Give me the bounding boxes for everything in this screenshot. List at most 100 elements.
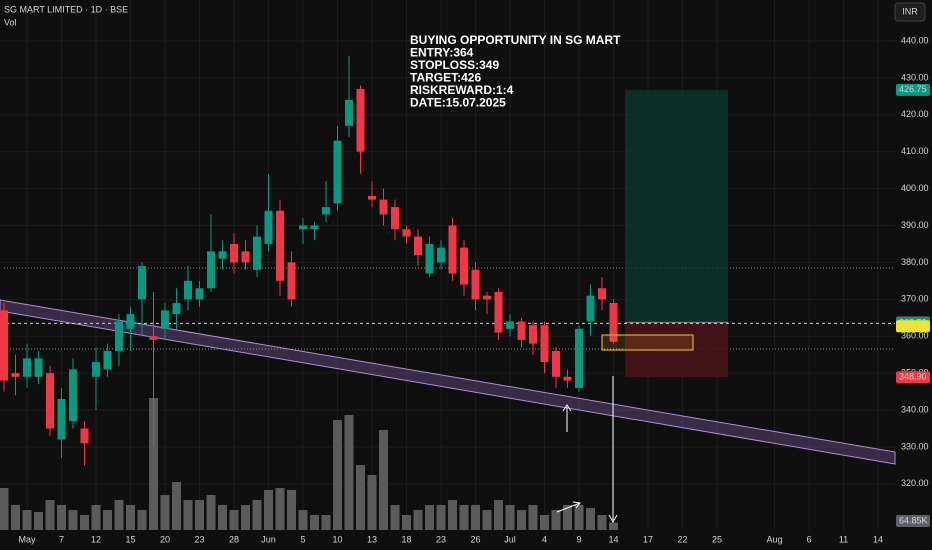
- arrow: [556, 502, 581, 513]
- x-tick-label: Aug: [766, 534, 782, 544]
- volume-bar: [609, 522, 618, 530]
- candle-body: [483, 295, 491, 300]
- y-tick-label: 380.00: [901, 257, 929, 267]
- candle-body: [149, 336, 158, 340]
- price-label: 362.70: [899, 321, 927, 331]
- candle-body: [241, 251, 250, 263]
- candle-body: [69, 369, 77, 422]
- volume-bar: [402, 515, 411, 530]
- x-tick-label: 15: [125, 534, 135, 544]
- candle-body: [276, 210, 284, 281]
- candle-body: [391, 207, 399, 230]
- volume-bar: [11, 504, 20, 530]
- x-tick-label: 6: [806, 534, 811, 544]
- candle-body: [138, 266, 146, 300]
- annotation-line: TARGET:426: [410, 71, 481, 85]
- annotation-line: DATE:15.07.2025: [410, 96, 506, 110]
- highlight-box: [601, 334, 694, 351]
- volume-bar: [540, 515, 549, 530]
- y-tick-label: 420.00: [901, 109, 929, 119]
- candle-body: [0, 310, 8, 381]
- volume-bar: [379, 429, 388, 530]
- x-tick-label: 18: [401, 534, 411, 544]
- candle-body: [563, 376, 572, 381]
- trend-channel: [0, 299, 896, 465]
- x-tick-label: 25: [712, 534, 722, 544]
- currency-label: INR: [902, 6, 918, 16]
- candle-body: [57, 398, 66, 440]
- volume-bar: [344, 414, 354, 530]
- volume-bar: [172, 482, 181, 530]
- arrow-head: [608, 514, 618, 524]
- candle-body: [356, 88, 365, 152]
- volume-legend: Vol: [4, 17, 17, 27]
- volume-bar: [586, 507, 595, 530]
- candle-body: [460, 247, 468, 285]
- candle-body: [184, 280, 192, 300]
- volume-label: 64.85K: [899, 515, 928, 525]
- volume-bar: [252, 500, 262, 530]
- volume-bar: [229, 510, 239, 530]
- candle-body: [103, 350, 112, 370]
- candle-body: [345, 100, 353, 126]
- price-label: 426.75: [899, 84, 927, 94]
- volume-bar: [459, 504, 469, 530]
- y-tick-label: 360.00: [901, 331, 929, 341]
- volume-bar: [45, 500, 55, 530]
- candle-body: [207, 251, 215, 289]
- annotation-line: RISKREWARD:1:4: [410, 83, 514, 97]
- candle-body: [322, 207, 330, 215]
- volume-bar: [218, 504, 227, 530]
- x-tick-label: 7: [59, 534, 64, 544]
- volume-bar: [206, 495, 216, 530]
- x-tick-label: 17: [643, 534, 653, 544]
- arrow-head: [572, 501, 581, 509]
- axes: 320.00330.00340.00350.00360.00370.00380.…: [18, 35, 930, 544]
- volume-bar: [80, 515, 89, 530]
- volume-bars: [0, 398, 618, 530]
- volume-bar: [321, 515, 331, 530]
- volume-bar: [22, 510, 32, 530]
- candle-body: [46, 373, 54, 429]
- volume-label-bg: [896, 515, 930, 527]
- candle-body: [586, 295, 595, 322]
- x-tick-label: 9: [576, 534, 581, 544]
- volume-bar: [482, 510, 492, 530]
- candle-body: [529, 325, 537, 344]
- annotation-line: BUYING OPPORTUNITY IN SG MART: [410, 33, 621, 47]
- candle-body: [218, 251, 227, 259]
- volume-bar: [0, 488, 9, 530]
- volume-bar: [275, 488, 285, 530]
- volume-bar: [68, 510, 78, 530]
- candle-body: [333, 140, 342, 204]
- x-tick-label: 28: [229, 534, 239, 544]
- volume-bar: [574, 504, 584, 530]
- volume-bar: [528, 504, 538, 530]
- x-tick-label: 10: [332, 534, 342, 544]
- x-tick-label: 20: [160, 534, 170, 544]
- x-tick-label: 23: [194, 534, 204, 544]
- candle-body: [195, 288, 204, 300]
- volume-bar: [160, 495, 170, 530]
- volume-bar: [333, 420, 342, 530]
- volume-bar: [126, 504, 135, 530]
- volume-bar: [413, 510, 423, 530]
- x-tick-label: 5: [300, 534, 305, 544]
- volume-bar: [264, 489, 273, 530]
- annotation: BUYING OPPORTUNITY IN SG MARTENTRY:364ST…: [410, 33, 621, 110]
- y-tick-label: 330.00: [901, 441, 929, 451]
- x-tick-label: 13: [367, 534, 377, 544]
- x-tick-label: 14: [873, 534, 883, 544]
- price-label: 348.90: [899, 372, 927, 382]
- candle-body: [471, 269, 480, 300]
- y-tick-label: 370.00: [901, 294, 929, 304]
- price-label-bg: [896, 83, 930, 96]
- volume-bar: [34, 512, 43, 530]
- volume-bar: [494, 500, 503, 530]
- volume-bar: [57, 504, 66, 530]
- currency-button[interactable]: [894, 2, 926, 22]
- volume-bar: [517, 510, 526, 530]
- y-tick-label: 400.00: [901, 183, 929, 193]
- candle-body: [230, 243, 238, 263]
- candle-body: [494, 291, 503, 333]
